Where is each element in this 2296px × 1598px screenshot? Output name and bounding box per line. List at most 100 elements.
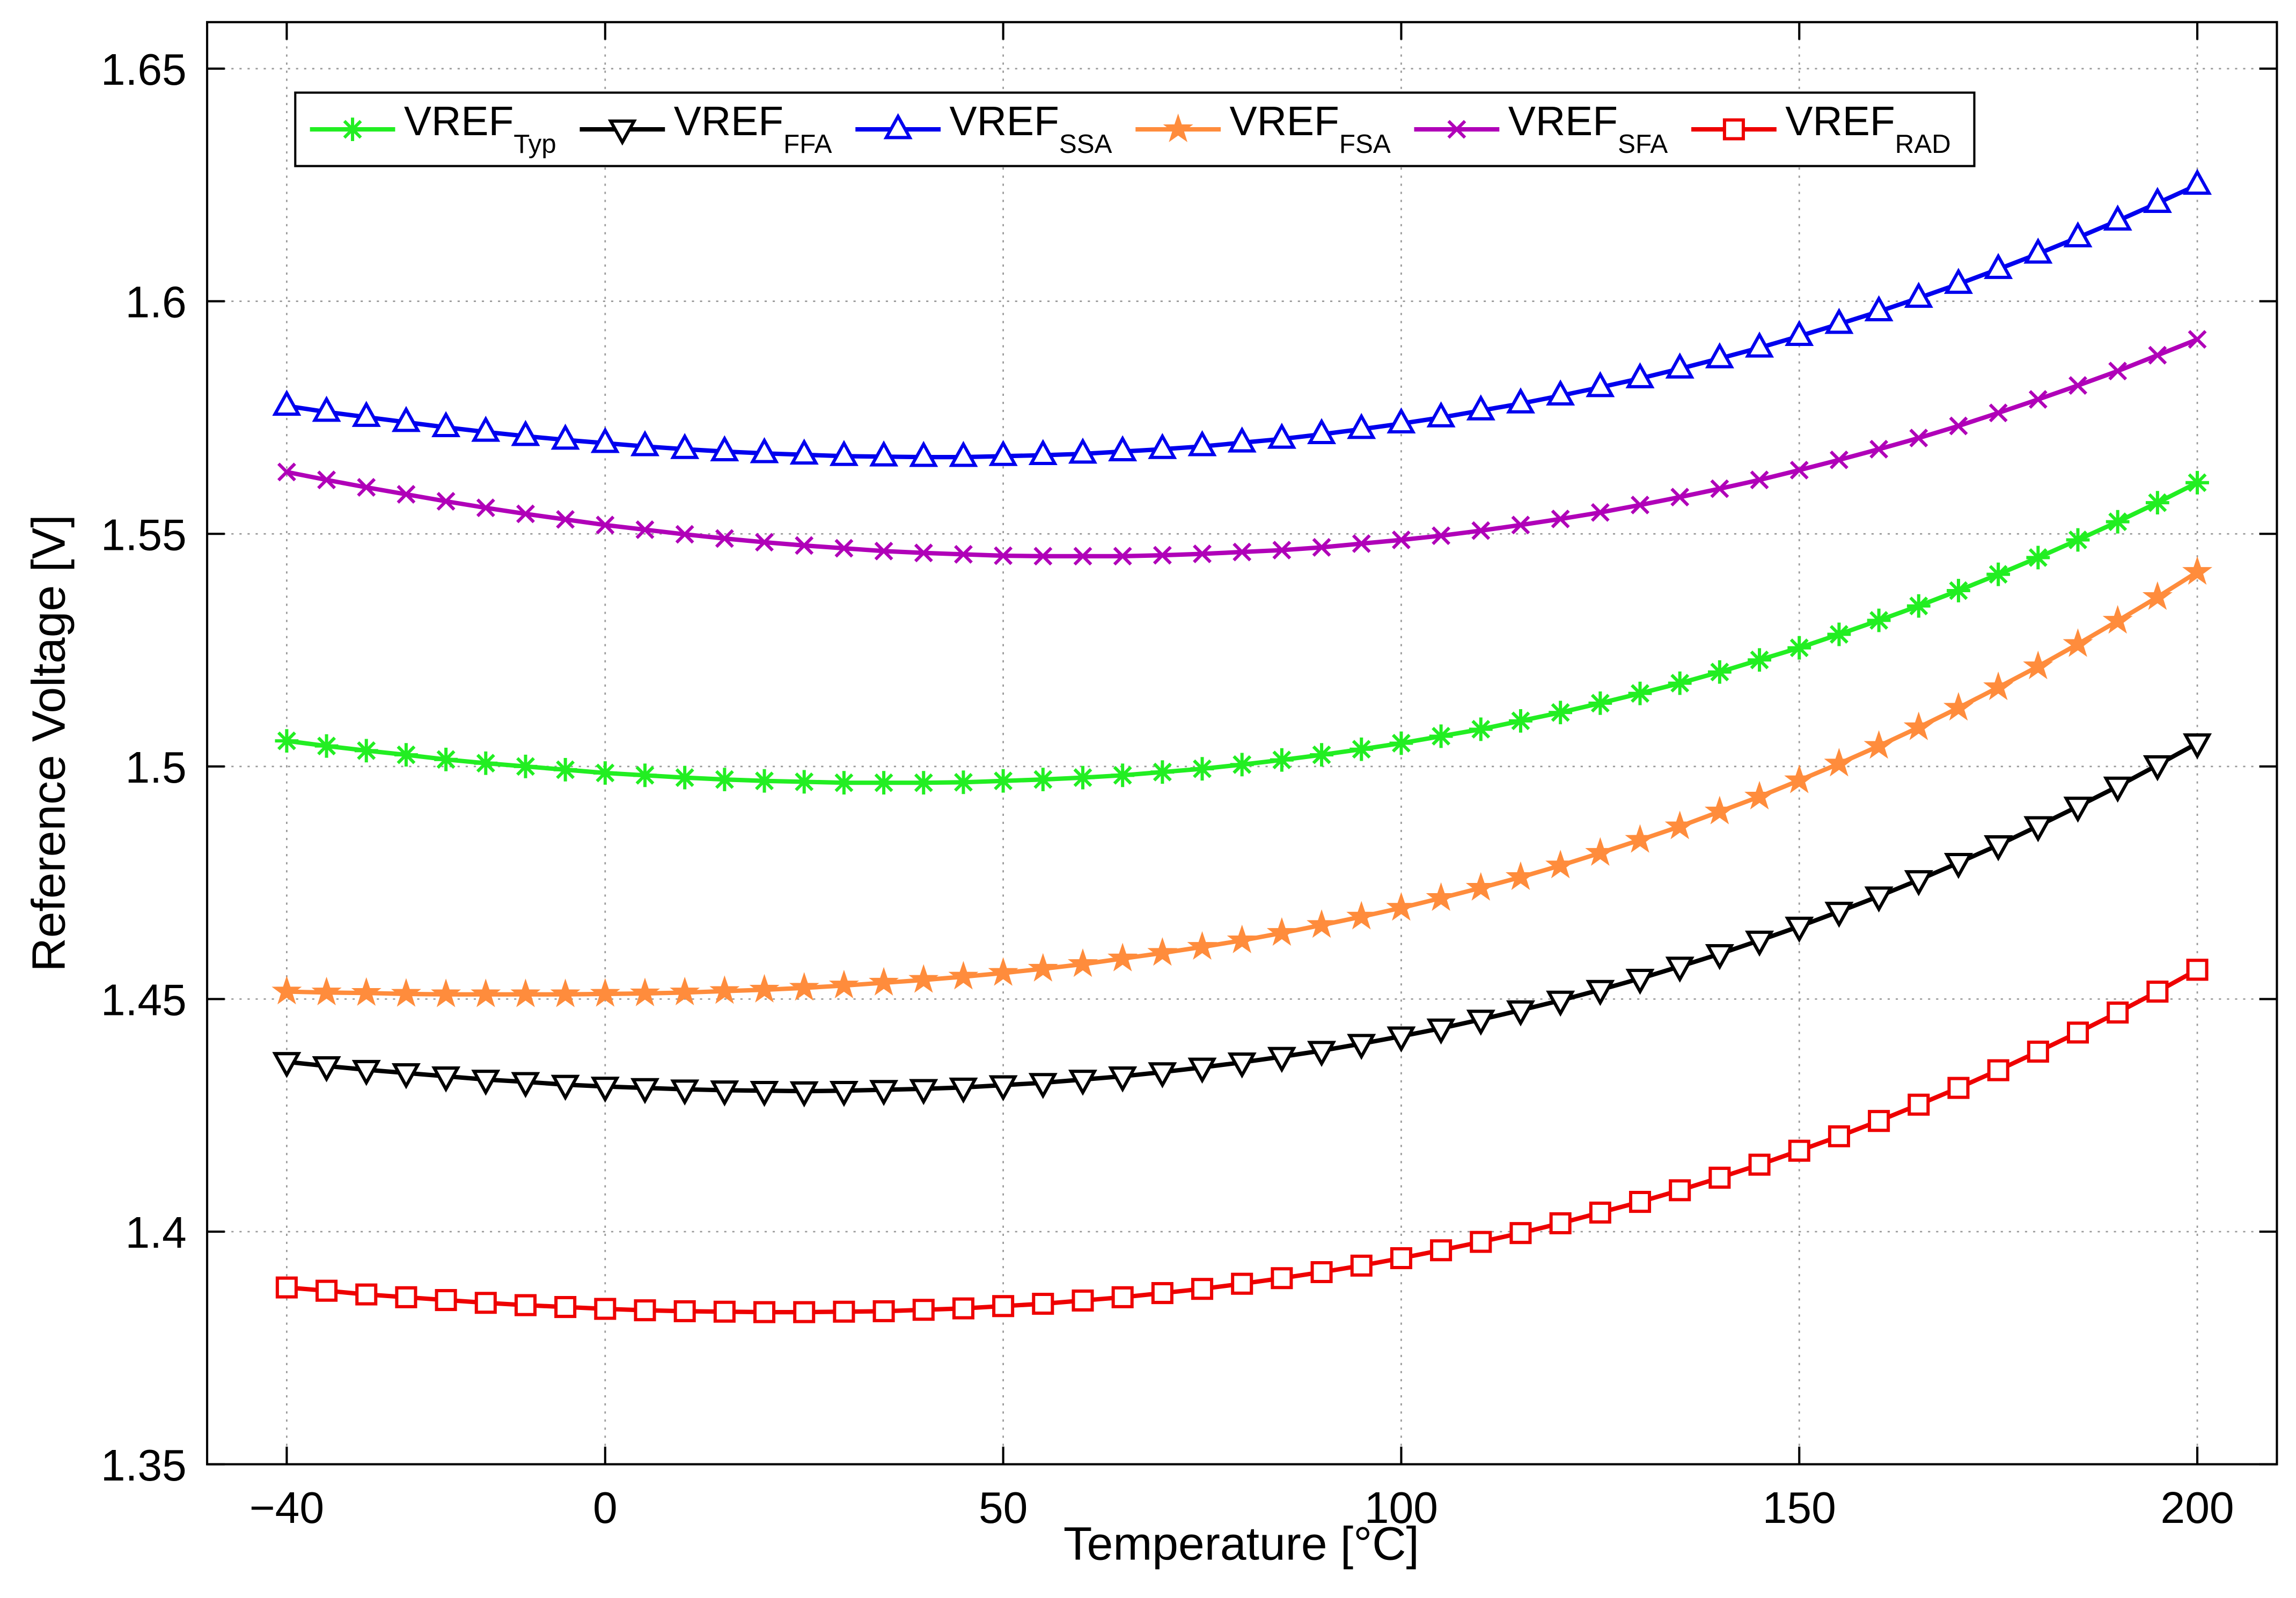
- data-point: [596, 516, 615, 535]
- data-point: [1664, 811, 1695, 839]
- data-point: [750, 1080, 779, 1107]
- data-point: [2148, 345, 2167, 365]
- data-point: [1108, 435, 1138, 462]
- data-point: [635, 520, 655, 539]
- data-point: [311, 976, 342, 1006]
- data-point: [1784, 764, 1815, 793]
- y-tick-label: 1.5: [126, 743, 187, 792]
- data-point: [514, 1294, 537, 1316]
- data-point: [1187, 430, 1217, 456]
- data-point: [1187, 931, 1217, 960]
- data-point: [1827, 622, 1851, 646]
- data-point: [1585, 837, 1616, 866]
- data-point: [2183, 733, 2212, 760]
- data-point: [675, 525, 694, 544]
- data-point: [2146, 981, 2169, 1003]
- data-point: [1987, 1059, 2009, 1081]
- x-axis-label: Temperature [°C]: [1063, 1518, 1419, 1570]
- data-point: [713, 768, 737, 792]
- data-point: [793, 1301, 816, 1323]
- data-point: [553, 757, 577, 782]
- data-point: [1390, 1247, 1412, 1270]
- legend-label: VREFFFA: [674, 99, 832, 159]
- data-point: [994, 546, 1013, 565]
- data-point: [1789, 460, 1809, 480]
- data-point: [753, 1301, 776, 1323]
- data-point: [1785, 320, 1814, 346]
- data-point: [988, 957, 1018, 986]
- data-point: [431, 978, 461, 1007]
- data-point: [834, 539, 854, 558]
- data-point: [1668, 671, 1692, 695]
- data-point: [629, 977, 661, 1006]
- data-point: [869, 440, 899, 467]
- data-point: [2026, 546, 2050, 570]
- data-point: [391, 1063, 421, 1089]
- data-point: [1511, 516, 1530, 535]
- x-tick-label: 0: [593, 1484, 618, 1533]
- legend-subscript: FFA: [783, 129, 832, 159]
- legend-marker: [341, 117, 364, 142]
- data-point: [991, 769, 1015, 793]
- data-point: [630, 1078, 660, 1104]
- data-point: [2182, 556, 2213, 585]
- data-point: [1267, 1047, 1296, 1073]
- data-point: [1828, 1125, 1850, 1147]
- data-point: [752, 769, 776, 793]
- data-point: [1153, 546, 1172, 565]
- data-point: [431, 1066, 461, 1093]
- data-point: [476, 498, 495, 518]
- data-point: [471, 978, 501, 1007]
- data-point: [792, 770, 816, 794]
- data-point: [1031, 768, 1055, 792]
- data-point: [1310, 1261, 1333, 1284]
- legend-label: VREFTyp: [404, 99, 556, 159]
- y-tick-label: 1.35: [101, 1441, 187, 1490]
- data-point: [1868, 1110, 1890, 1132]
- data-point: [1589, 1201, 1611, 1224]
- data-point: [2103, 776, 2132, 803]
- data-point: [1111, 763, 1135, 787]
- data-point: [914, 543, 933, 563]
- data-point: [1506, 1000, 1535, 1027]
- legend-marker: [1163, 113, 1193, 142]
- data-point: [1824, 902, 1854, 928]
- data-point: [872, 771, 896, 795]
- data-point: [908, 964, 939, 993]
- data-point: [1108, 1066, 1138, 1093]
- data-point: [1231, 1272, 1253, 1295]
- plot-background: [207, 22, 2277, 1464]
- data-point: [630, 430, 660, 456]
- data-point: [1429, 724, 1453, 748]
- data-point: [1705, 944, 1734, 970]
- data-point: [354, 739, 378, 763]
- data-point: [909, 1079, 938, 1106]
- data-point: [1864, 730, 1894, 759]
- data-point: [1588, 691, 1612, 715]
- data-point: [471, 1070, 501, 1096]
- data-point: [1505, 861, 1536, 890]
- data-point: [511, 1072, 540, 1099]
- data-point: [1625, 968, 1655, 995]
- data-point: [1386, 892, 1417, 921]
- data-point: [829, 1080, 859, 1107]
- data-point: [1869, 439, 1889, 459]
- data-point: [2108, 362, 2128, 381]
- data-point: [1147, 937, 1178, 966]
- data-point: [1629, 1191, 1652, 1213]
- x-tick-label: 100: [1365, 1484, 1438, 1533]
- data-point: [949, 440, 978, 467]
- data-point: [1389, 731, 1413, 755]
- data-point: [1824, 307, 1854, 334]
- data-point: [1466, 1010, 1495, 1036]
- data-point: [1943, 853, 1973, 879]
- legend-marker: [1447, 120, 1466, 139]
- data-point: [1989, 403, 2008, 423]
- data-point: [1748, 648, 1771, 672]
- data-point: [1150, 760, 1175, 784]
- data-point: [1350, 1254, 1373, 1277]
- data-point: [1670, 488, 1690, 507]
- data-point: [1904, 870, 1933, 896]
- data-point: [1426, 401, 1456, 428]
- data-point: [1546, 990, 1575, 1017]
